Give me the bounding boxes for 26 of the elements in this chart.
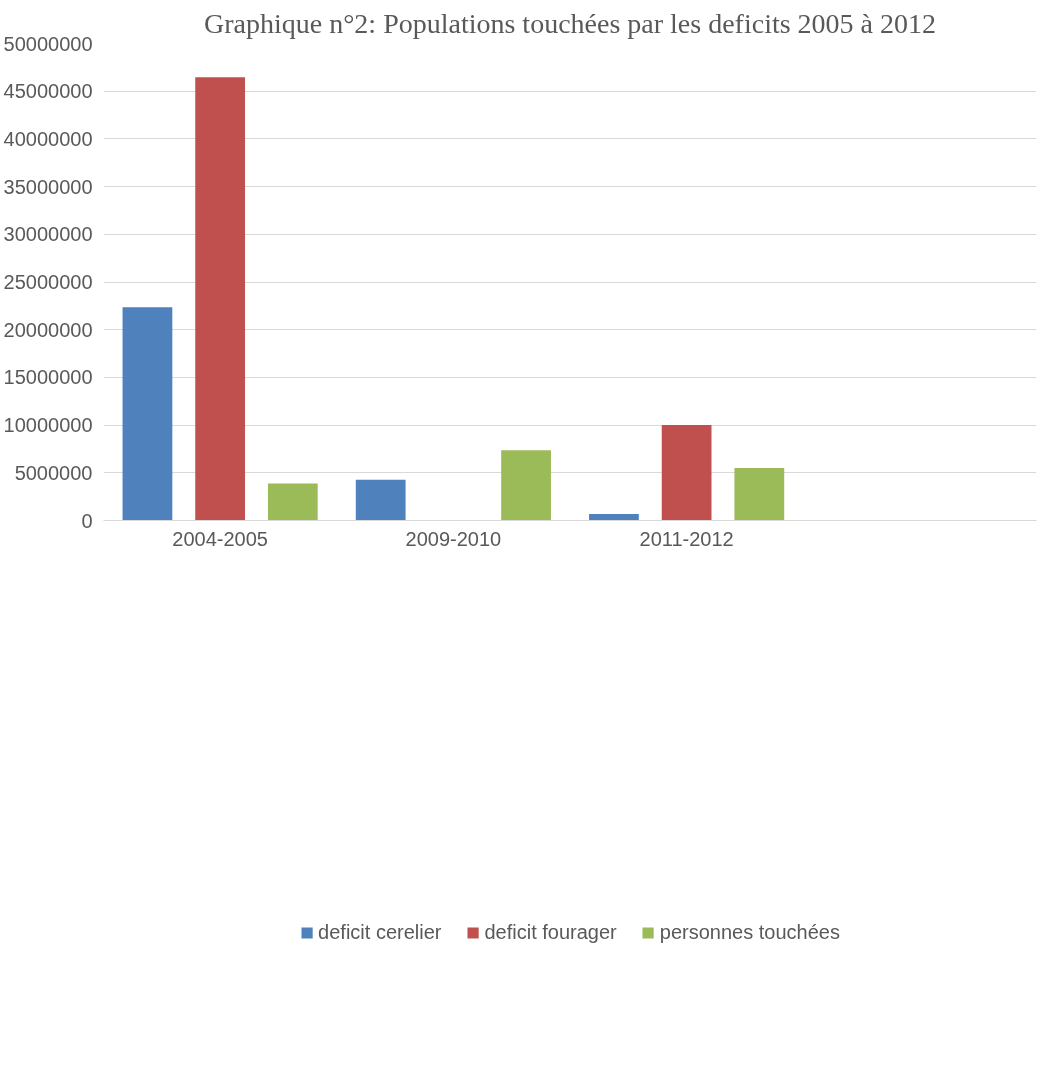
bar xyxy=(122,307,173,521)
y-tick-label: 0 xyxy=(81,509,93,532)
chart-title: Graphique n°2: Populations touchées par les deficits 2005 à 2012 xyxy=(203,7,937,39)
bar xyxy=(355,479,406,521)
legend-label: deficit cerelier xyxy=(318,920,442,944)
bar xyxy=(589,514,639,521)
x-tick-label: 2009-2010 xyxy=(405,527,502,550)
y-tick-label: 40000000 xyxy=(3,127,93,150)
y-tick-label: 10000000 xyxy=(3,414,93,437)
y-tick-label: 20000000 xyxy=(3,318,93,341)
y-tick-label: 50000000 xyxy=(3,32,93,55)
legend-label: deficit fourager xyxy=(484,920,617,944)
y-tick-label: 45000000 xyxy=(3,80,93,103)
legend-label: personnes touchées xyxy=(659,920,840,944)
bar xyxy=(267,483,318,521)
y-tick-label: 30000000 xyxy=(3,223,93,246)
bar xyxy=(195,77,246,521)
bar xyxy=(661,424,712,521)
x-tick-label: 2011-2012 xyxy=(639,527,734,550)
bar xyxy=(734,468,785,521)
y-tick-label: 15000000 xyxy=(3,366,93,389)
y-tick-label: 25000000 xyxy=(3,271,93,293)
bar xyxy=(501,450,551,521)
x-tick-label: 2004-2005 xyxy=(172,527,268,550)
y-tick-label: 5000000 xyxy=(14,461,93,484)
y-tick-label: 35000000 xyxy=(3,175,93,198)
